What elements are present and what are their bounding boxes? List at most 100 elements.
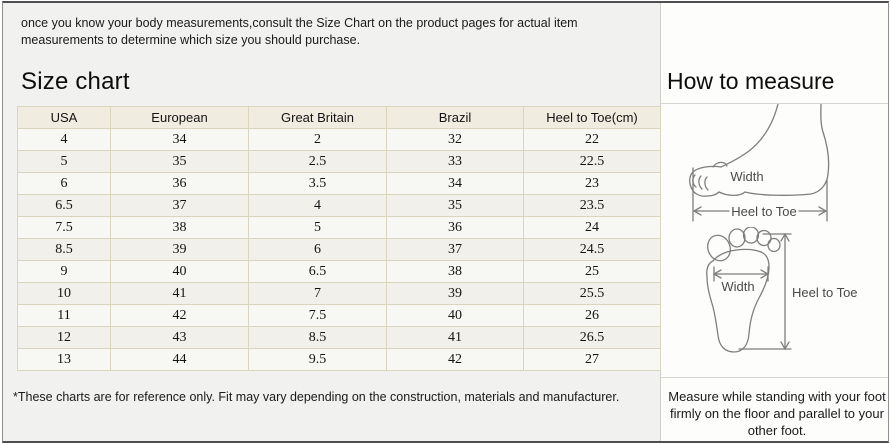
- size-cell: 12: [17, 326, 111, 349]
- size-cell: 2.5: [248, 150, 387, 173]
- heel-toe-arrow-bottom-head: [780, 341, 790, 351]
- top-heel-to-toe-label: Heel to Toe: [792, 285, 858, 300]
- column-header: Heel to Toe(cm): [523, 106, 661, 129]
- toe-3: [742, 227, 760, 244]
- foot-top-view-diagram: Width Heel to Toe: [706, 227, 858, 353]
- size-cell: 35: [110, 150, 249, 173]
- size-chart-table: USA European Great Britain Brazil Heel to To…: [17, 106, 661, 371]
- size-cell: 43: [110, 326, 249, 349]
- table-row: 6.5 37 4 35 23.5: [17, 194, 661, 217]
- size-cell: 25: [523, 260, 661, 283]
- size-cell: 40: [110, 260, 249, 283]
- measure-instruction: Measure while standing with your foot fi…: [668, 389, 886, 438]
- top-width-label: Width: [721, 279, 754, 294]
- size-cell: 6.5: [17, 194, 111, 217]
- table-row: 4 34 2 32 22: [17, 128, 661, 151]
- size-cell: 34: [110, 128, 249, 151]
- size-cell: 24.5: [523, 238, 661, 261]
- size-cell: 37: [386, 238, 524, 261]
- size-cell: 8.5: [248, 326, 387, 349]
- foot-instep-line: [720, 104, 779, 168]
- size-cell: 25.5: [523, 282, 661, 305]
- size-cell: 3.5: [248, 172, 387, 195]
- table-row: 7.5 38 5 36 24: [17, 216, 661, 239]
- size-cell: 22: [523, 128, 661, 151]
- arrow-right-head: [818, 206, 828, 216]
- column-header: USA: [17, 106, 111, 129]
- side-heel-to-toe-label: Heel to Toe: [731, 204, 797, 219]
- size-cell: 22.5: [523, 150, 661, 173]
- size-cell: 36: [110, 172, 249, 195]
- toe-outline: [689, 165, 722, 197]
- size-cell: 39: [110, 238, 249, 261]
- size-chart-panel: once you know your body measurements,con…: [3, 3, 661, 441]
- arrow-left-head: [692, 206, 702, 216]
- size-cell: 40: [386, 304, 524, 327]
- size-cell: 42: [110, 304, 249, 327]
- size-cell: 23.5: [523, 194, 661, 217]
- table-row: 6 36 3.5 34 23: [17, 172, 661, 195]
- size-cell: 8.5: [17, 238, 111, 261]
- toe-crease-2: [698, 175, 703, 190]
- size-cell: 2: [248, 128, 387, 151]
- size-cell: 36: [386, 216, 524, 239]
- toe-5: [767, 237, 781, 253]
- size-cell: 5: [17, 150, 111, 173]
- size-cell: 6: [248, 238, 387, 261]
- toe-crease-3: [704, 176, 709, 191]
- size-cell: 42: [386, 348, 524, 371]
- size-cell: 7.5: [248, 304, 387, 327]
- size-cell: 41: [386, 326, 524, 349]
- size-cell: 23: [523, 172, 661, 195]
- toe-4: [756, 229, 772, 247]
- how-to-measure-title: How to measure: [667, 68, 835, 94]
- column-header: Great Britain: [248, 106, 387, 129]
- sole-line: [718, 173, 829, 197]
- size-cell: 9.5: [248, 348, 387, 371]
- toe-ridge-line: [712, 161, 728, 168]
- foot-side-view-diagram: Width Heel to Toe: [689, 104, 830, 222]
- intro-text: once you know your body measurements,con…: [21, 16, 578, 47]
- size-cell: 26.5: [523, 326, 661, 349]
- size-cell: 13: [17, 348, 111, 371]
- table-row: 9 40 6.5 38 25: [17, 260, 661, 283]
- size-cell: 26: [523, 304, 661, 327]
- size-cell: 37: [110, 194, 249, 217]
- table-row: 5 35 2.5 33 22.5: [17, 150, 661, 173]
- size-cell: 35: [386, 194, 524, 217]
- size-cell: 7.5: [17, 216, 111, 239]
- size-cell: 38: [110, 216, 249, 239]
- size-cell: 32: [386, 128, 524, 151]
- size-cell: 33: [386, 150, 524, 173]
- column-header: European: [110, 106, 249, 129]
- table-row: 10 41 7 39 25.5: [17, 282, 661, 305]
- size-cell: 4: [17, 128, 111, 151]
- size-cell: 4: [248, 194, 387, 217]
- size-cell: 6.5: [248, 260, 387, 283]
- measure-diagrams: Width Heel to Toe: [661, 104, 888, 378]
- size-cell: 10: [17, 282, 111, 305]
- table-row: 13 44 9.5 42 27: [17, 348, 661, 371]
- size-cell: 27: [523, 348, 661, 371]
- size-cell: 44: [110, 348, 249, 371]
- size-cell: 38: [386, 260, 524, 283]
- heel-toe-arrow-top-head: [780, 232, 790, 242]
- size-cell: 6: [17, 172, 111, 195]
- heel-back-line: [820, 104, 830, 175]
- size-cell: 9: [17, 260, 111, 283]
- table-header-row: USA European Great Britain Brazil Heel to To…: [17, 106, 661, 129]
- table-row: 11 42 7.5 40 26: [17, 304, 661, 327]
- how-to-measure-panel: How to measure: [660, 3, 888, 441]
- big-toe: [707, 234, 731, 262]
- size-cell: 39: [386, 282, 524, 305]
- measure-header: How to measure: [661, 3, 888, 104]
- table-row: 8.5 39 6 37 24.5: [17, 238, 661, 261]
- size-cell: 41: [110, 282, 249, 305]
- size-cell: 34: [386, 172, 524, 195]
- table-row: 12 43 8.5 41 26.5: [17, 326, 661, 349]
- size-chart-title: Size chart: [21, 68, 130, 95]
- toe-2: [728, 228, 746, 248]
- size-cell: 11: [17, 304, 111, 327]
